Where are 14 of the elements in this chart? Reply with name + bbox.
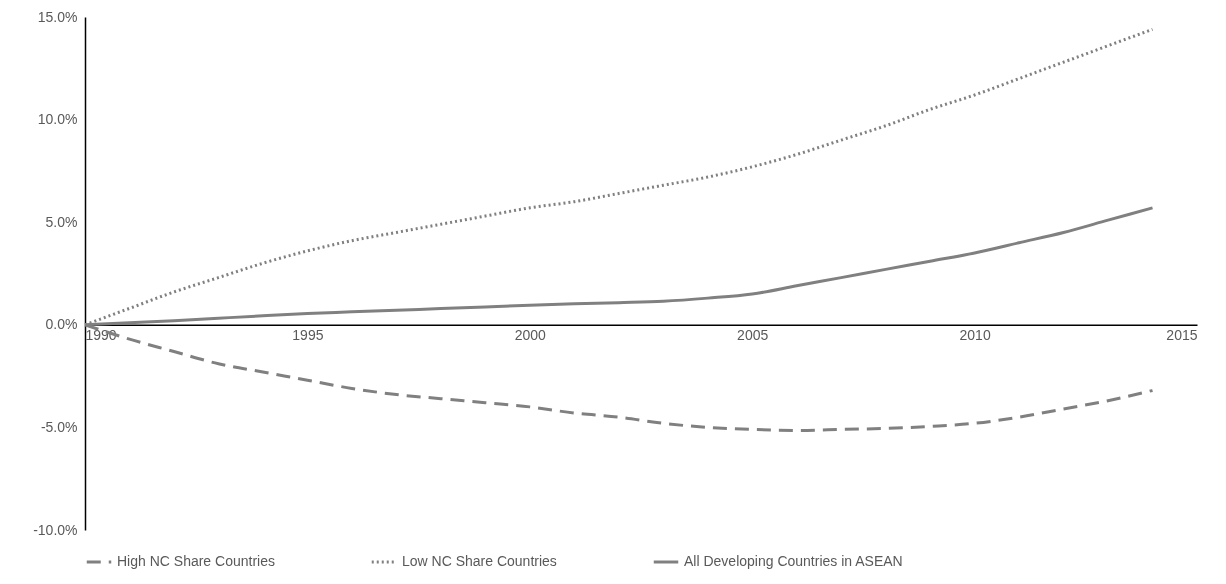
legend-label: All Developing Countries in ASEAN <box>684 553 903 569</box>
y-tick-label: 5.0% <box>45 213 78 230</box>
x-tick-label: 2005 <box>737 327 769 344</box>
y-tick-label: -10.0% <box>33 521 78 538</box>
x-tick-label: 1995 <box>292 327 324 344</box>
y-tick-label: 10.0% <box>37 111 78 128</box>
legend-label: High NC Share Countries <box>117 553 275 569</box>
x-tick-label: 2000 <box>514 327 547 344</box>
x-tick-label: 2010 <box>959 327 991 344</box>
y-tick-label: 0.0% <box>45 316 78 333</box>
y-tick-label: -5.0% <box>40 418 78 435</box>
x-tick-label: 2015 <box>1166 327 1198 344</box>
legend-label: Low NC Share Countries <box>402 553 557 569</box>
y-tick-label: 15.0% <box>37 8 78 25</box>
